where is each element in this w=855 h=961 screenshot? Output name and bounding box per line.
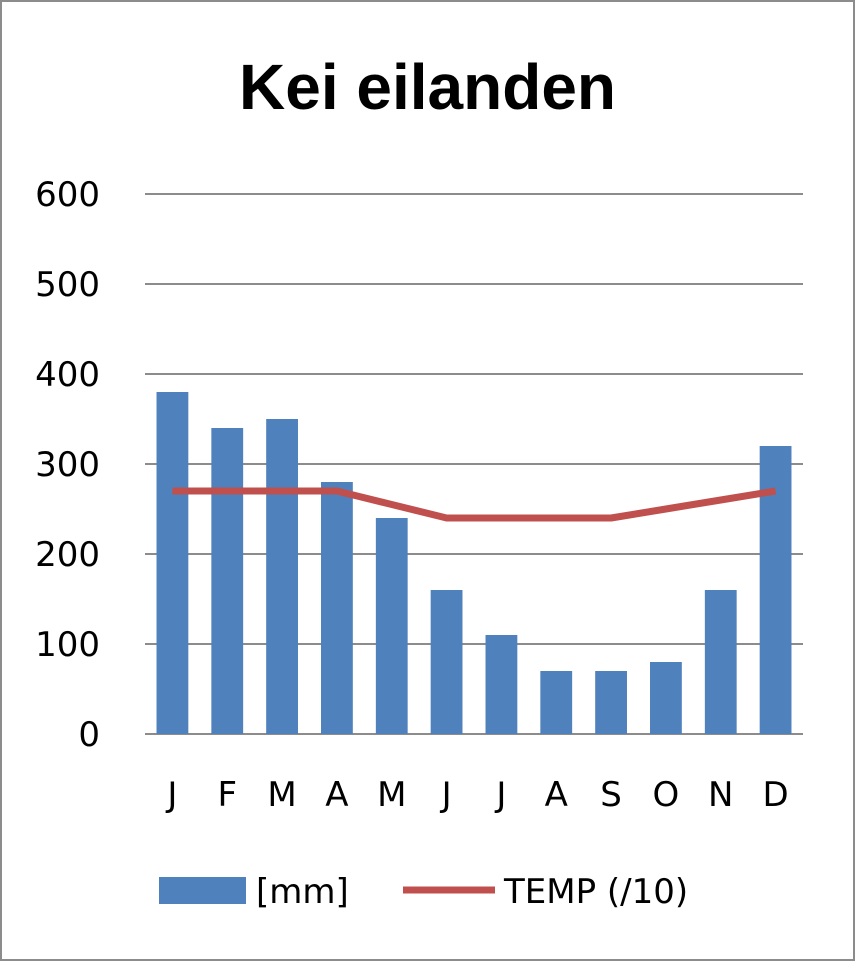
x-tick-label: D	[762, 775, 788, 815]
bar	[704, 590, 737, 734]
bar	[375, 518, 408, 734]
legend: [mm] TEMP (/10)	[159, 872, 688, 912]
bar	[595, 671, 627, 734]
bar	[321, 482, 353, 734]
bar	[485, 635, 518, 734]
bar	[759, 446, 792, 734]
y-tick-label: 100	[35, 625, 100, 665]
bar	[156, 392, 189, 734]
x-tick-label: A	[545, 775, 568, 815]
x-tick-label: O	[653, 775, 680, 815]
y-tick-label: 500	[35, 265, 100, 305]
x-tick-label: A	[325, 775, 348, 815]
x-tick-label: J	[165, 775, 177, 815]
legend-swatch-bar	[159, 877, 246, 904]
bar	[211, 428, 244, 734]
chart-title: Kei eilanden	[239, 51, 616, 123]
y-tick-label: 300	[35, 445, 100, 485]
x-tick-label: J	[440, 775, 452, 815]
bar	[430, 590, 463, 734]
temperature-line	[172, 487, 777, 522]
y-tick-label: 400	[35, 355, 100, 395]
x-tick-label: N	[708, 775, 733, 815]
bar	[650, 662, 682, 734]
legend-label-bar: [mm]	[256, 872, 349, 912]
bar-series	[156, 392, 792, 734]
gridlines	[145, 193, 803, 735]
legend-label-line: TEMP (/10)	[503, 872, 688, 912]
x-tick-label: M	[377, 775, 406, 815]
y-tick-label: 200	[35, 535, 100, 575]
y-tick-label: 0	[78, 715, 100, 755]
y-tick-label: 600	[35, 175, 100, 215]
x-tick-label: J	[494, 775, 506, 815]
x-tick-label: M	[267, 775, 296, 815]
x-tick-label: F	[217, 775, 237, 815]
y-axis-ticks: 0 100 200 300 400 500 600	[35, 175, 100, 755]
x-tick-label: S	[600, 775, 622, 815]
bar	[540, 671, 573, 734]
bar	[266, 419, 298, 734]
line-series	[172, 487, 777, 522]
